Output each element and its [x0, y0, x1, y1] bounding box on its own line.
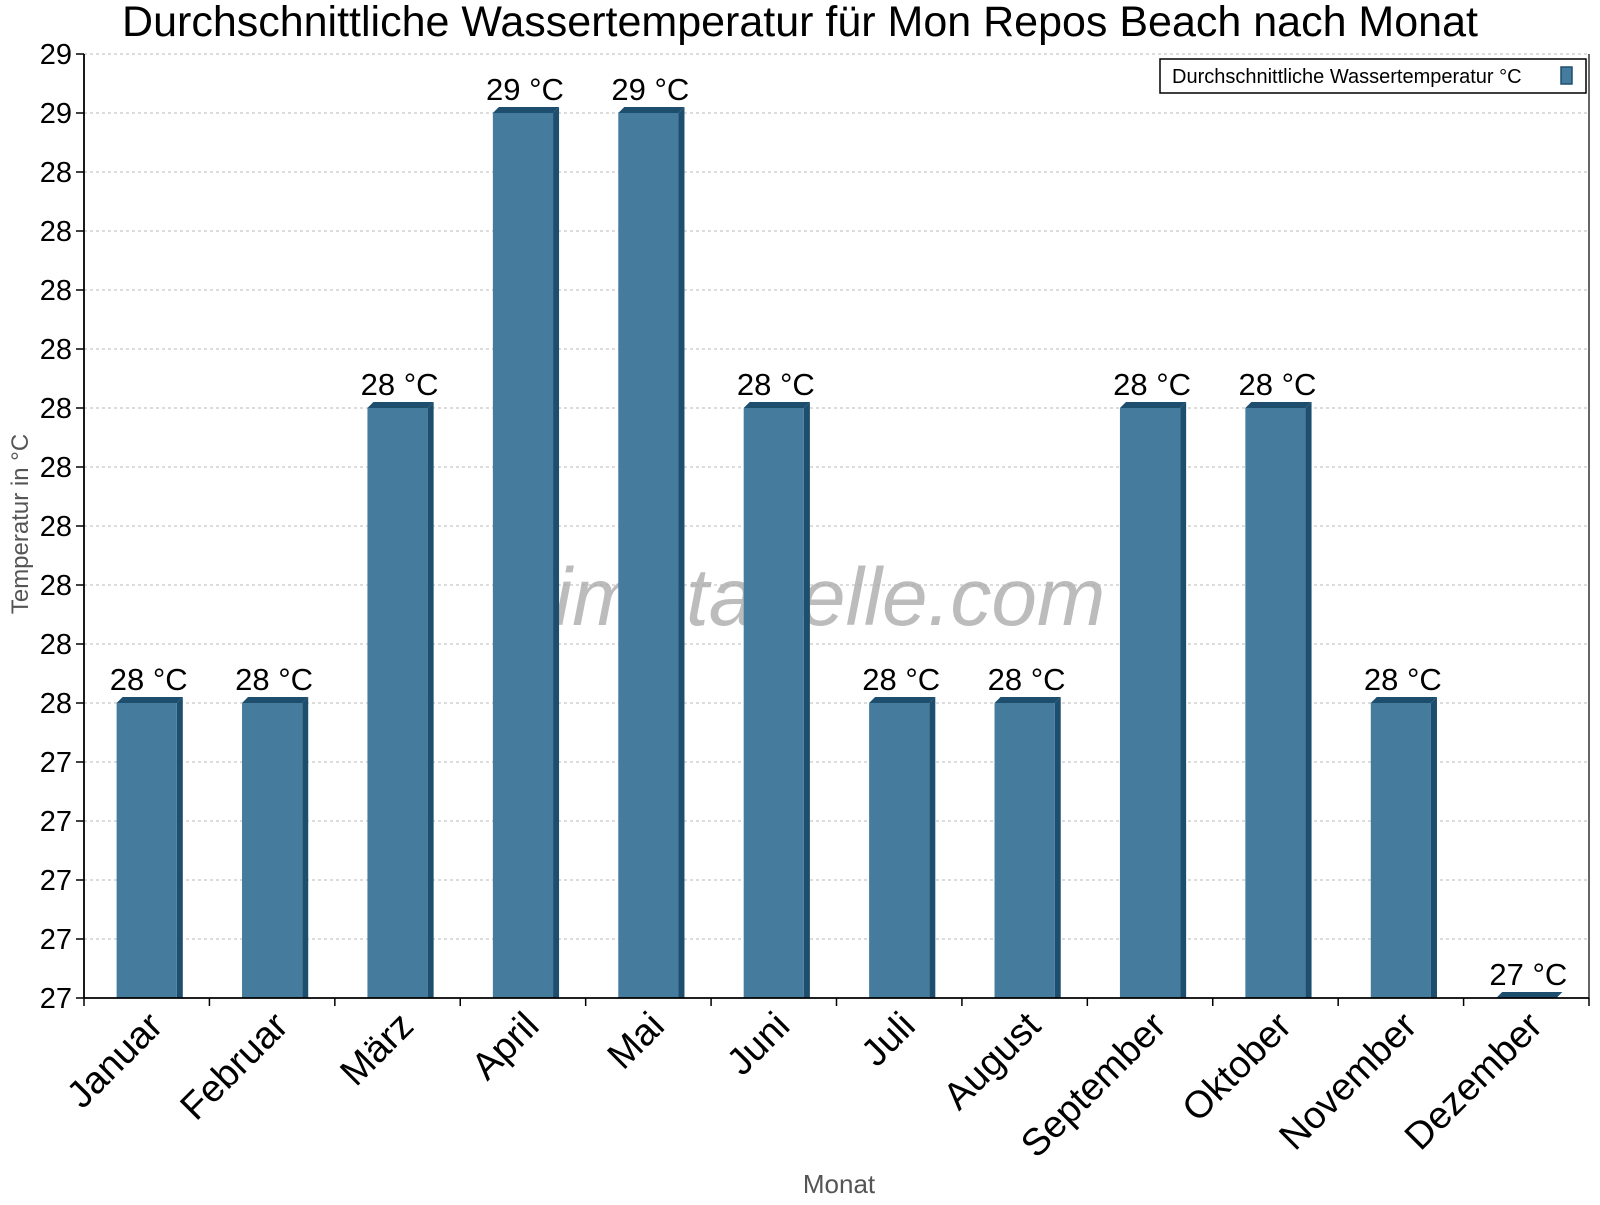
bar-januar — [116, 703, 177, 998]
data-label-dezember: 27 °C — [1489, 957, 1567, 992]
bar-top-august — [994, 697, 1061, 703]
x-tick-label-oktober: Oktober — [1175, 1004, 1301, 1130]
bar-mai — [618, 113, 679, 998]
y-tick-label: 28 — [40, 570, 72, 602]
bars — [116, 107, 1563, 998]
bar-top-juni — [743, 402, 810, 408]
y-tick-label: 27 — [40, 747, 72, 779]
bar-top-mai — [618, 107, 685, 113]
bar-side-juli — [929, 697, 936, 998]
data-label-mai: 29 °C — [611, 72, 689, 107]
bar-august — [994, 703, 1055, 998]
bar-top-dezember — [1496, 992, 1563, 998]
y-tick-label: 29 — [40, 39, 72, 71]
legend-swatch — [1560, 66, 1573, 85]
y-tick-label: 28 — [40, 157, 72, 189]
y-tick-label: 28 — [40, 452, 72, 484]
grid-lines — [84, 53, 1589, 940]
y-tick-label: 27 — [40, 983, 72, 1015]
bar-oktober — [1245, 408, 1306, 998]
bar-november — [1370, 703, 1431, 998]
bar-top-januar — [116, 697, 183, 703]
y-tick-label: 28 — [40, 216, 72, 248]
data-label-januar: 28 °C — [110, 662, 188, 697]
legend: Durchschnittliche Wassertemperatur °C — [1159, 58, 1587, 94]
legend-label: Durchschnittliche Wassertemperatur °C — [1172, 66, 1522, 88]
x-tick-label-mai: Mai — [600, 1005, 673, 1078]
legend-box — [1159, 58, 1587, 94]
y-tick-label: 28 — [40, 629, 72, 661]
bar-top-november — [1370, 697, 1437, 703]
bar-april — [492, 113, 554, 998]
x-tick-label-april: April — [464, 1005, 547, 1088]
y-tick-label: 28 — [40, 334, 72, 366]
y-tick-label: 29 — [40, 98, 72, 130]
bar-top-september — [1119, 402, 1187, 408]
data-label-august: 28 °C — [988, 662, 1066, 697]
y-tick-label: 27 — [40, 924, 72, 956]
bar-side-november — [1430, 697, 1437, 998]
x-tick-label-februar: Februar — [173, 1004, 297, 1128]
bar-top-märz — [367, 402, 434, 408]
data-label-oktober: 28 °C — [1239, 367, 1317, 402]
data-label-februar: 28 °C — [235, 662, 313, 697]
x-tick-label-august: August — [936, 1004, 1050, 1118]
y-tick-label: 27 — [40, 865, 72, 897]
data-label-juli: 28 °C — [862, 662, 940, 697]
bar-side-januar — [176, 697, 183, 998]
bar-side-september — [1180, 402, 1187, 998]
data-label-november: 28 °C — [1364, 662, 1442, 697]
data-label-september: 28 °C — [1113, 367, 1191, 402]
x-axis-label: Monat — [803, 1169, 876, 1199]
bar-side-april — [553, 107, 560, 998]
y-tick-label: 28 — [40, 688, 72, 720]
data-labels: 28 °C 28 °C 28 °C 29 °C 29 °C 28 °C 28 °C 28 °C… — [110, 72, 1567, 992]
bar-september — [1119, 408, 1181, 998]
x-tick-label-januar: Januar — [59, 1004, 171, 1116]
data-label-april: 29 °C — [486, 72, 564, 107]
y-tick-label: 28 — [40, 275, 72, 307]
bar-top-februar — [242, 697, 309, 703]
bar-top-juli — [869, 697, 936, 703]
bar-juni — [743, 408, 804, 998]
y-axis-label: Temperatur in °C — [7, 434, 34, 614]
bar-side-februar — [302, 697, 309, 998]
y-tick-label: 27 — [40, 806, 72, 838]
bar-side-mai — [678, 107, 685, 998]
bar-side-oktober — [1305, 402, 1312, 998]
x-tick-label-dezember: Dezember — [1397, 1004, 1551, 1158]
bar-side-august — [1054, 697, 1061, 998]
x-tick-label-juni: Juni — [719, 1005, 798, 1084]
y-tick-label: 28 — [40, 393, 72, 425]
x-tick-label-juli: Juli — [854, 1005, 924, 1075]
bar-februar — [242, 703, 303, 998]
data-label-juni: 28 °C — [737, 367, 815, 402]
bar-märz — [367, 408, 428, 998]
y-tick-label: 28 — [40, 511, 72, 543]
data-label-märz: 28 °C — [361, 367, 439, 402]
bar-juli — [869, 703, 930, 998]
bar-top-april — [492, 107, 560, 113]
chart-title: Durchschnittliche Wassertemperatur für M… — [122, 0, 1478, 46]
x-tick-label-märz: März — [332, 1005, 421, 1094]
bar-top-oktober — [1245, 402, 1312, 408]
bar-side-märz — [427, 402, 434, 998]
bar-side-juni — [803, 402, 810, 998]
